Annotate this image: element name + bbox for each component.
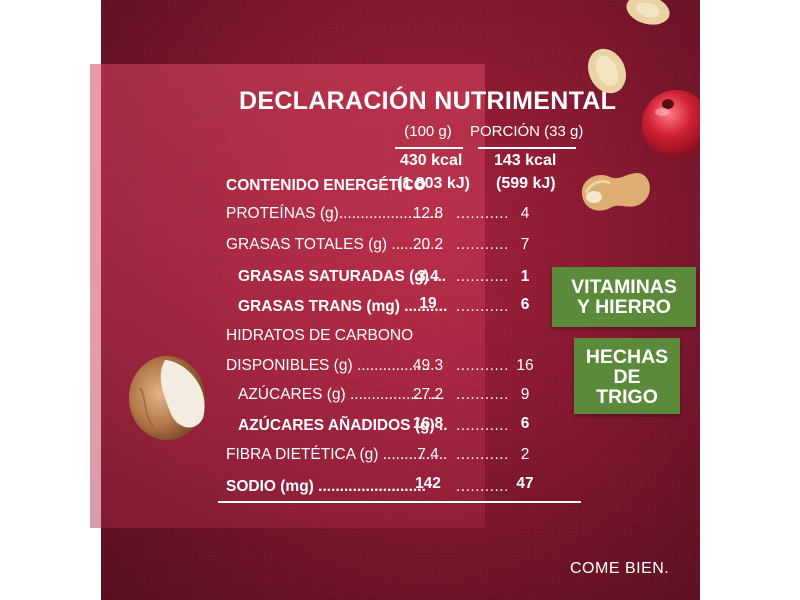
- row-value-portion: 9: [520, 386, 530, 403]
- row-value-100g: 49.3: [412, 357, 444, 374]
- energy-label: CONTENIDO ENERGÉTICO: [226, 177, 426, 194]
- energy-kcal-100: 430 kcal: [400, 152, 463, 169]
- energy-kj-100: (1 803 kJ): [397, 175, 470, 192]
- row-dots: ...........: [456, 446, 509, 463]
- row-value-portion: 47: [516, 475, 534, 492]
- row-dots: ...........: [456, 417, 509, 434]
- peanut-icon: [581, 173, 650, 211]
- row-value-portion: 16: [516, 357, 534, 374]
- vitaminas-badge: VITAMINAS Y HIERRO: [552, 267, 696, 327]
- row-value-100g: 27.2: [412, 386, 444, 403]
- energy-kcal-portion: 143 kcal: [494, 152, 557, 169]
- row-dots: ...........: [456, 298, 509, 315]
- row-label: AZÚCARES AÑADIDOS (g) ..: [238, 417, 448, 434]
- row-label: SODIO (mg) .........................: [226, 478, 426, 495]
- row-value-portion: 6: [520, 296, 530, 313]
- row-dots: ...........: [456, 478, 509, 495]
- row-value-portion: 1: [520, 268, 530, 285]
- column-header-100g: (100 g): [404, 123, 452, 140]
- column-divider: [478, 147, 576, 149]
- row-value-100g: 19: [419, 295, 437, 312]
- badge-text: VITAMINAS: [571, 276, 677, 298]
- row-value-100g: 12.8: [412, 205, 444, 222]
- row-label: FIBRA DIETÉTICA (g) ...............: [226, 446, 448, 463]
- row-value-100g: 7.4: [417, 446, 439, 463]
- row-label: GRASAS SATURADAS (g) ...: [238, 268, 447, 285]
- row-value-portion: 2: [520, 446, 530, 463]
- footer-slogan: COME BIEN.: [570, 560, 670, 577]
- row-label: GRASAS TOTALES (g) ............: [226, 236, 444, 253]
- row-value-portion: 4: [520, 205, 530, 222]
- badge-text: Y HIERRO: [577, 296, 671, 318]
- row-value-100g: 16.8: [412, 415, 444, 432]
- column-header-portion: PORCIÓN (33 g): [470, 123, 584, 140]
- nutrition-panel: [90, 64, 485, 528]
- badge-text: DE: [613, 366, 641, 388]
- row-dots: ...........: [456, 205, 509, 222]
- row-value-100g: 3.4: [417, 268, 439, 285]
- row-label: GRASAS TRANS (mg) ..........: [238, 298, 448, 315]
- row-dots: ...........: [456, 357, 509, 374]
- row-dots: ...........: [456, 236, 509, 253]
- page-title: DECLARACIÓN NUTRIMENTAL: [239, 87, 617, 115]
- energy-kj-portion: (599 kJ): [496, 175, 556, 192]
- row-label: PROTEÍNAS (g)........................: [226, 205, 443, 222]
- row-dots: ...........: [456, 268, 509, 285]
- row-value-portion: 7: [520, 236, 530, 253]
- row-dots: ...........: [456, 386, 509, 403]
- row-value-100g: 20.2: [412, 236, 444, 253]
- row-value-portion: 6: [520, 415, 530, 432]
- trigo-badge: HECHAS DE TRIGO: [574, 338, 680, 414]
- oat-flake-icon: [588, 48, 626, 94]
- row-value-100g: 142: [415, 475, 441, 492]
- row-label: DISPONIBLES (g) ..................: [226, 357, 435, 374]
- badge-text: TRIGO: [596, 386, 658, 408]
- cranberry-icon: [642, 90, 700, 158]
- hazelnut-icon: [129, 356, 205, 440]
- row-label: HIDRATOS DE CARBONO: [226, 327, 414, 344]
- badge-text: HECHAS: [585, 346, 669, 368]
- column-divider: [395, 147, 463, 149]
- table-bottom-rule: [218, 501, 581, 503]
- row-label: AZÚCARES (g) ......................: [238, 386, 445, 403]
- oat-flake-icon: [626, 0, 670, 25]
